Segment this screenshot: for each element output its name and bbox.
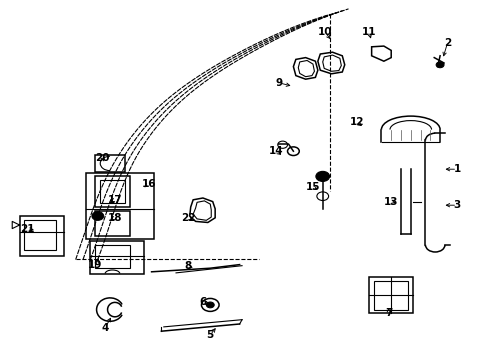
Text: 11: 11 [361, 27, 376, 37]
Text: 2: 2 [443, 38, 450, 48]
Text: 10: 10 [317, 27, 332, 37]
Circle shape [435, 62, 443, 68]
Text: 15: 15 [305, 182, 320, 192]
Text: 17: 17 [107, 195, 122, 205]
Text: 13: 13 [383, 197, 398, 207]
Text: 6: 6 [199, 297, 206, 307]
Bar [368, 277, 412, 313]
Text: 20: 20 [95, 153, 110, 163]
Circle shape [92, 212, 103, 220]
Bar [100, 180, 124, 203]
Circle shape [315, 171, 329, 181]
Bar [90, 241, 144, 274]
Bar [85, 173, 154, 239]
Text: 9: 9 [275, 78, 282, 88]
Text: 12: 12 [349, 117, 364, 127]
Text: 1: 1 [453, 164, 460, 174]
Text: 21: 21 [20, 224, 34, 234]
Text: 8: 8 [184, 261, 191, 271]
Bar [95, 176, 129, 207]
Bar [95, 155, 124, 172]
Bar [95, 245, 129, 268]
Text: 4: 4 [101, 323, 109, 333]
Text: 14: 14 [268, 146, 283, 156]
Text: 3: 3 [453, 200, 460, 210]
Text: 22: 22 [181, 213, 195, 223]
Bar [95, 211, 129, 236]
Text: 18: 18 [107, 213, 122, 223]
Text: 5: 5 [206, 330, 213, 340]
Text: 19: 19 [88, 260, 102, 270]
Text: 7: 7 [384, 308, 392, 318]
Circle shape [206, 302, 214, 308]
Bar [373, 281, 407, 310]
Text: 16: 16 [142, 179, 156, 189]
Bar [20, 216, 63, 256]
Bar [24, 220, 56, 250]
